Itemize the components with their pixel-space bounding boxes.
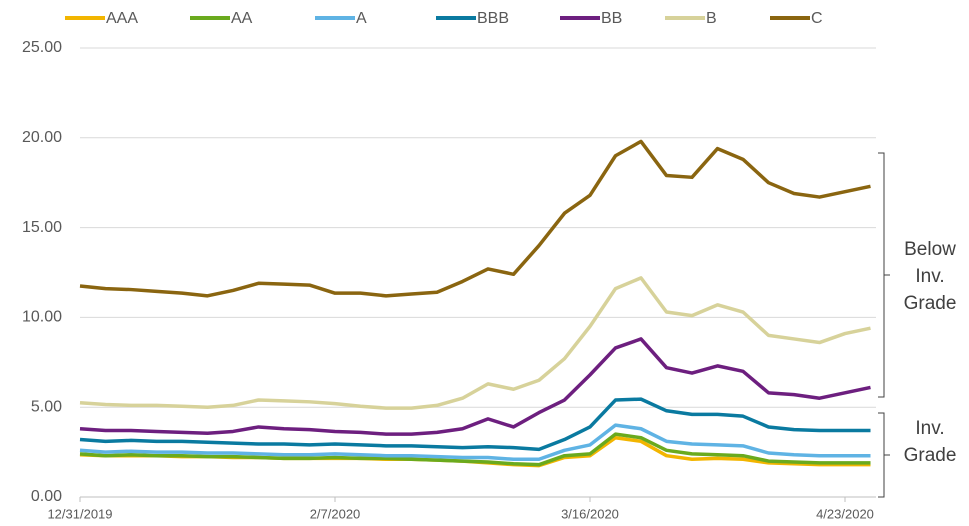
series-line [79,397,871,452]
x-tick-label: 12/31/2019 [47,506,112,521]
annotation: Grade [904,293,957,314]
annotation: Grade [904,445,957,466]
x-tick-label: 2/7/2020 [310,506,361,521]
series-line [79,337,871,436]
y-tick-label: 15.00 [22,219,62,236]
legend-label: AAA [106,10,138,27]
x-tick-label: 3/16/2020 [561,506,619,521]
series-line [79,423,871,462]
x-tick-label: 4/23/2020 [816,506,874,521]
series-line [79,432,871,467]
series-line [79,139,871,298]
legend-label: BB [601,10,622,27]
legend-label: BBB [477,10,509,27]
y-tick-label: 5.00 [31,398,62,415]
bracket-below [878,152,890,398]
series-line [79,276,871,410]
annotation: Below [904,239,956,260]
legend-label: A [356,10,367,27]
legend-label: C [811,10,823,27]
bracket-inv [878,412,890,498]
y-tick-label: 0.00 [31,488,62,505]
y-tick-label: 10.00 [22,309,62,326]
legend-label: B [706,10,717,27]
y-tick-label: 20.00 [22,129,62,146]
annotation: Inv. [915,418,944,439]
y-tick-label: 25.00 [22,39,62,56]
legend-label: AA [231,10,253,27]
annotation: Inv. [915,266,944,287]
